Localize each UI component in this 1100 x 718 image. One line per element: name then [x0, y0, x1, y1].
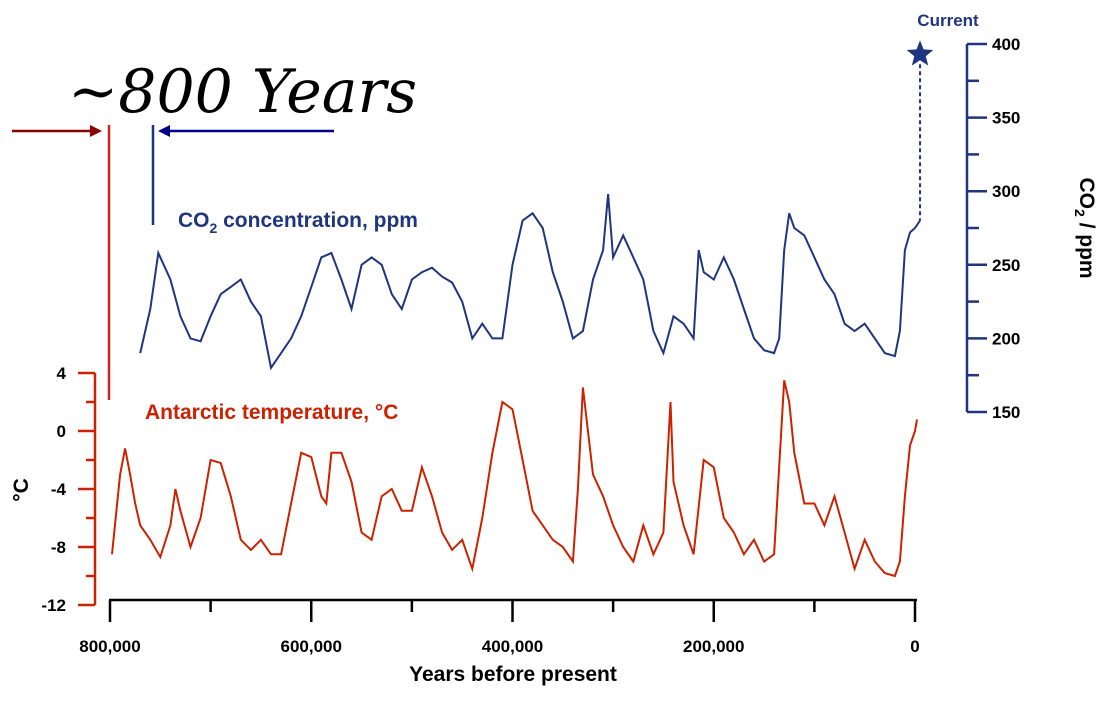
x-tick-label: 800,000 [79, 637, 140, 656]
temperature-tick-label: -8 [51, 538, 66, 557]
co2-tick-label: 300 [992, 182, 1020, 201]
x-tick-label: 400,000 [482, 637, 543, 656]
current-label: Current [917, 11, 979, 30]
lag-markers [12, 125, 334, 400]
co2-tick-label: 400 [992, 35, 1020, 54]
co2-tick-label: 150 [992, 403, 1020, 422]
x-axis-label: Years before present [409, 663, 617, 686]
co2-tick-label: 250 [992, 256, 1020, 275]
temperature-tick-label: 0 [57, 422, 66, 441]
co2-tick-label: 200 [992, 329, 1020, 348]
co2-axis-label: CO2 / ppm [1072, 177, 1098, 278]
x-axis: 800,000 600,000 400,000 200,000 0 Years befo… [79, 598, 920, 686]
x-tick-label: 600,000 [281, 637, 342, 656]
temperature-tick-label: -12 [41, 596, 66, 615]
temperature-series-line [111, 380, 918, 578]
lag-annotation-title: ~800 Years [68, 57, 417, 127]
temperature-tick-label: 4 [57, 364, 67, 383]
temperature-axis: 4 0 -4 -8 -12 °C [10, 364, 97, 615]
co2-series-line [139, 194, 921, 371]
co2-axis: 400 350 300 250 200 150 CO2 / ppm Current [906, 11, 1098, 422]
current-star-icon [906, 40, 934, 66]
co2-series-label: CO2 concentration, ppm [178, 209, 418, 236]
co2-tick-label: 350 [992, 109, 1020, 128]
blue-lag-arrow-head [158, 125, 170, 137]
temperature-tick-label: -4 [51, 480, 67, 499]
red-lag-arrow-head [90, 125, 102, 137]
temperature-axis-label: °C [10, 478, 33, 502]
temperature-series-label: Antarctic temperature, °C [145, 401, 398, 424]
x-tick-label: 200,000 [683, 637, 744, 656]
x-tick-label: 0 [910, 637, 919, 656]
